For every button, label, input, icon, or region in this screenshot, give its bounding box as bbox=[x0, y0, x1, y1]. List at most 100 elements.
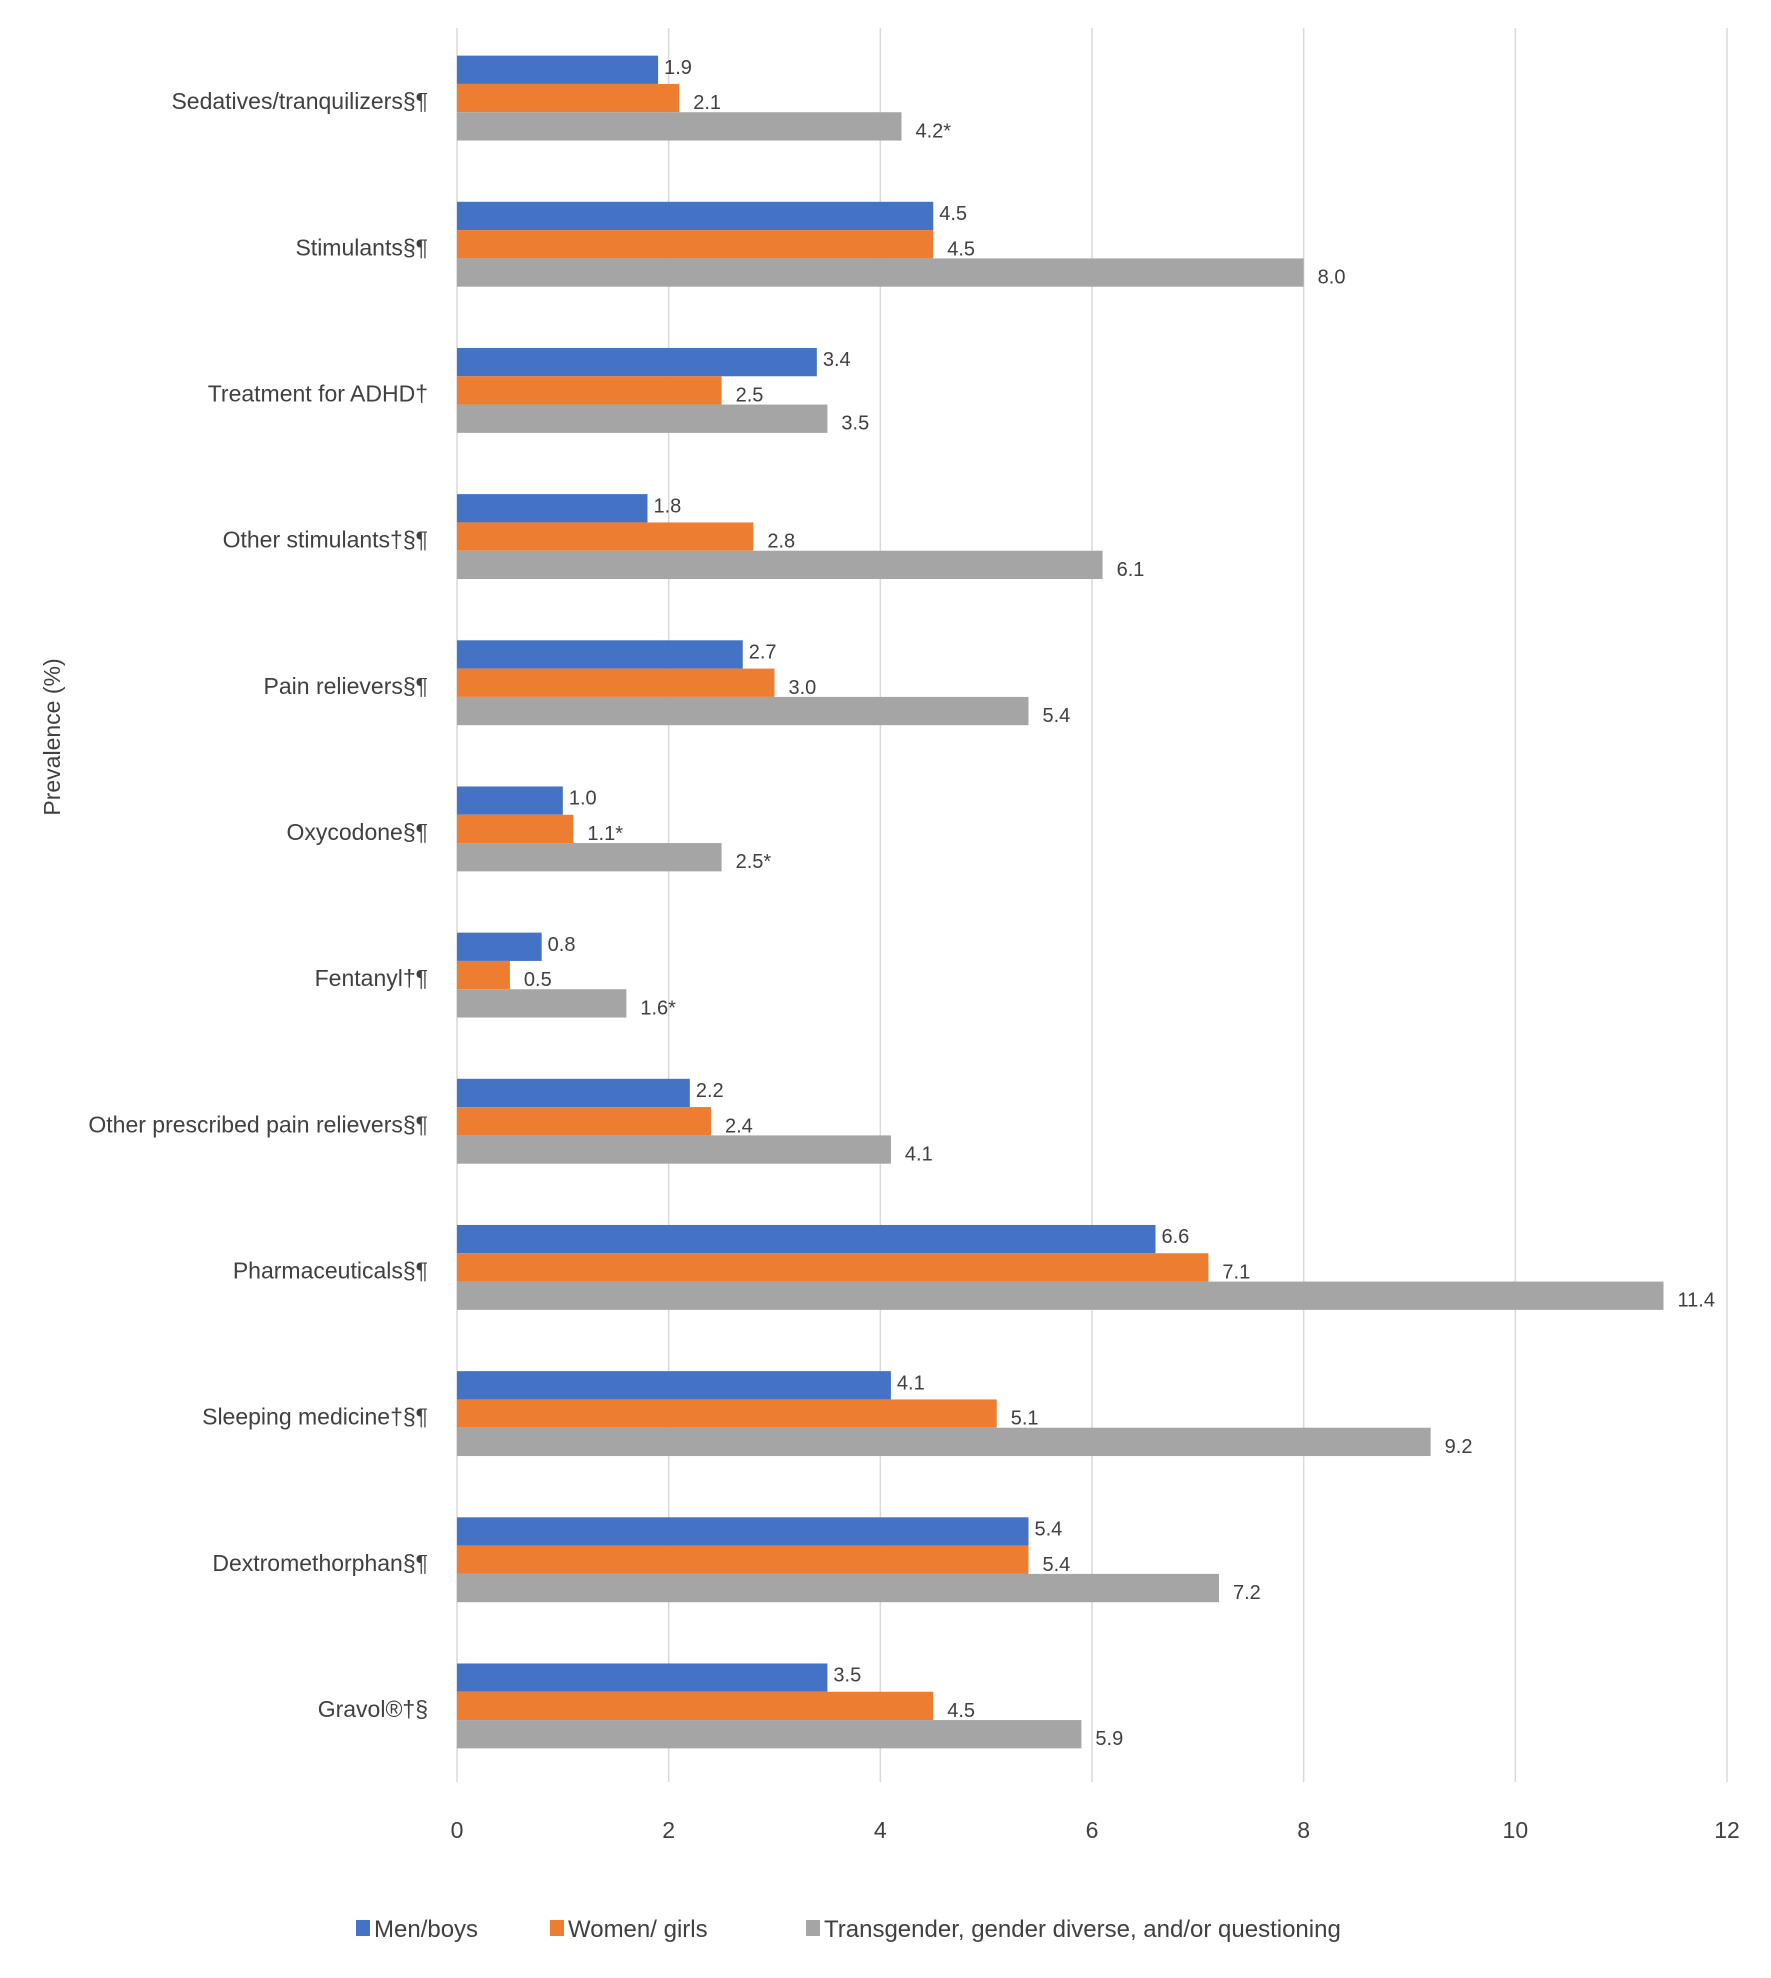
bar bbox=[457, 786, 563, 815]
x-tick-label: 4 bbox=[874, 1817, 887, 1843]
legend-label: Women/ girls bbox=[568, 1916, 708, 1943]
data-label: 5.1 bbox=[1011, 1408, 1039, 1430]
data-label: 2.1 bbox=[693, 92, 721, 114]
bar bbox=[457, 1517, 1029, 1546]
bar bbox=[457, 1371, 891, 1400]
data-label: 7.2 bbox=[1233, 1582, 1261, 1604]
data-label: 9.2 bbox=[1445, 1436, 1473, 1458]
bar bbox=[457, 1573, 1219, 1603]
gridlines bbox=[456, 28, 1728, 1782]
category-label: Sleeping medicine†§¶ bbox=[202, 1404, 428, 1430]
bar bbox=[457, 640, 743, 669]
legend-swatch bbox=[550, 1920, 564, 1936]
bar bbox=[457, 1545, 1029, 1574]
bar bbox=[457, 1107, 711, 1136]
bar bbox=[457, 83, 680, 113]
data-label: 1.8 bbox=[654, 495, 682, 517]
data-label: 1.9 bbox=[664, 57, 692, 79]
bar bbox=[457, 404, 828, 433]
data-label: 3.5 bbox=[833, 1665, 861, 1687]
bar bbox=[457, 1224, 1156, 1254]
x-tick-label: 8 bbox=[1297, 1817, 1310, 1843]
bar bbox=[457, 696, 1029, 726]
bar bbox=[457, 1078, 690, 1108]
category-label: Fentanyl†¶ bbox=[315, 965, 428, 991]
bar bbox=[457, 814, 574, 844]
bar bbox=[457, 1281, 1664, 1310]
bar bbox=[457, 112, 902, 141]
legend-swatch bbox=[806, 1920, 820, 1936]
data-label: 2.2 bbox=[696, 1080, 724, 1102]
data-label: 4.1 bbox=[897, 1372, 925, 1394]
bar bbox=[457, 1720, 1082, 1749]
x-tick-label: 0 bbox=[451, 1817, 464, 1843]
bar bbox=[457, 550, 1103, 580]
bar bbox=[457, 1663, 828, 1692]
category-label: Sedatives/tranquilizers§¶ bbox=[171, 88, 428, 114]
legend: Men/boys Women/ girls Transgender, gender … bbox=[356, 1916, 1341, 1943]
data-label: 3.0 bbox=[789, 677, 817, 699]
data-label: 4.2* bbox=[916, 120, 952, 142]
data-label: 5.9 bbox=[1095, 1728, 1123, 1750]
category-label: Other stimulants†§¶ bbox=[223, 527, 428, 553]
legend-swatch bbox=[356, 1920, 370, 1936]
bar bbox=[457, 55, 659, 84]
y-axis-title: Prevalence (%) bbox=[39, 658, 65, 815]
x-tick-label: 2 bbox=[662, 1817, 675, 1843]
category-label: Pain relievers§¶ bbox=[264, 673, 428, 699]
bar bbox=[457, 1253, 1209, 1282]
bar bbox=[457, 522, 754, 551]
data-label: 5.4 bbox=[1043, 705, 1071, 727]
data-label: 2.4 bbox=[725, 1115, 753, 1137]
data-label: 3.5 bbox=[841, 413, 869, 435]
data-label: 4.5 bbox=[939, 203, 967, 225]
data-label: 11.4 bbox=[1678, 1290, 1715, 1312]
data-label: 2.8 bbox=[767, 531, 795, 553]
x-tick-label: 10 bbox=[1503, 1817, 1529, 1843]
bar bbox=[457, 989, 627, 1018]
bar bbox=[457, 230, 934, 259]
x-tick-label: 6 bbox=[1086, 1817, 1099, 1843]
bar bbox=[457, 376, 722, 405]
data-label: 0.8 bbox=[548, 934, 576, 956]
data-label: 0.5 bbox=[524, 969, 552, 991]
bar bbox=[457, 201, 934, 231]
bar bbox=[457, 1691, 934, 1721]
data-label: 2.7 bbox=[749, 641, 777, 663]
data-label: 4.5 bbox=[947, 238, 975, 260]
data-label: 4.5 bbox=[947, 1700, 975, 1722]
data-label: 1.1* bbox=[587, 823, 623, 845]
data-label: 4.1 bbox=[905, 1144, 933, 1166]
data-label: 5.4 bbox=[1043, 1554, 1071, 1576]
category-label: Oxycodone§¶ bbox=[287, 819, 429, 845]
legend-label: Transgender, gender diverse, and/or ques… bbox=[824, 1916, 1341, 1943]
category-label: Stimulants§¶ bbox=[295, 234, 428, 260]
bar bbox=[457, 932, 542, 961]
category-labels: Sedatives/tranquilizers§¶ Stimulants§¶ Tre… bbox=[88, 88, 428, 1722]
bar bbox=[457, 668, 775, 697]
x-tick-label: 12 bbox=[1714, 1817, 1740, 1843]
data-label: 6.6 bbox=[1162, 1226, 1190, 1248]
bar bbox=[457, 494, 648, 523]
bar bbox=[457, 960, 510, 990]
x-tick-labels: 0 2 4 6 8 10 12 bbox=[451, 1817, 1740, 1843]
legend-label: Men/boys bbox=[374, 1916, 478, 1943]
data-label: 7.1 bbox=[1222, 1261, 1250, 1283]
data-label: 2.5 bbox=[736, 384, 764, 406]
bar bbox=[457, 1135, 891, 1164]
bar bbox=[457, 258, 1304, 287]
data-label: 6.1 bbox=[1117, 559, 1145, 581]
data-label: 3.4 bbox=[823, 349, 851, 371]
data-label: 2.5* bbox=[736, 851, 772, 873]
bar bbox=[457, 1427, 1431, 1457]
category-label: Dextromethorphan§¶ bbox=[212, 1550, 428, 1576]
bar bbox=[457, 1399, 997, 1428]
category-label: Other prescribed pain relievers§¶ bbox=[88, 1111, 428, 1137]
category-label: Pharmaceuticals§¶ bbox=[233, 1257, 428, 1283]
data-label: 5.4 bbox=[1035, 1518, 1063, 1540]
bars: 1.92.1 4.2* 4.5 4.5 8.0 3.4 2.5 3.5 1.8 2.8 6.1 2.7… bbox=[457, 55, 1715, 1750]
bar bbox=[457, 347, 817, 377]
bar bbox=[457, 843, 722, 872]
category-label: Gravol®†§ bbox=[318, 1696, 428, 1722]
